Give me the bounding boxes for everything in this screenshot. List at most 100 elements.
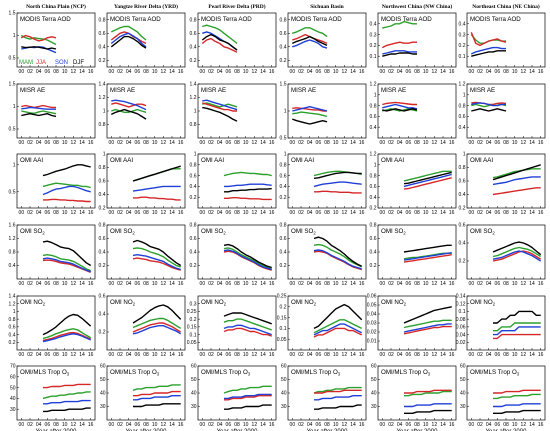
x-tick-label: 04: [217, 422, 223, 428]
y-tick-label: 0.2: [459, 43, 466, 49]
y-tick-label: 1.5: [280, 82, 287, 88]
series-trend-line: [313, 303, 363, 330]
x-tick-label: 06: [45, 69, 51, 75]
series-trend-line: [292, 107, 327, 112]
x-tick-label: 00: [200, 422, 206, 428]
series-trend-line: [224, 187, 272, 193]
series-trend-line: [471, 50, 506, 57]
y-tick-label: 0.05: [277, 337, 287, 343]
x-tick-label: 00: [290, 210, 296, 216]
x-tick-label: 14: [169, 140, 175, 146]
x-tick-label: 10: [512, 352, 518, 358]
x-tick-label: 14: [440, 422, 446, 428]
x-tick-label: 00: [290, 281, 296, 287]
chart-panel: 0.2 0.4 0.6 0.8 00 02 04 06 08 10 12 14 16 OMI SO2: [190, 223, 277, 287]
y-tick-label: 1.2: [190, 95, 197, 101]
series-trend-line: [224, 393, 272, 400]
y-tick-label: 60: [100, 364, 106, 370]
x-tick-label: 02: [27, 210, 33, 216]
x-tick-label: 06: [316, 69, 322, 75]
panel-label: OMI NO2: [291, 299, 317, 307]
y-tick-label: 0.6: [99, 179, 106, 185]
y-tick-label: 0.4: [9, 332, 16, 338]
x-tick-label: 00: [19, 422, 25, 428]
region-title: Northeast China (NE China): [472, 3, 540, 10]
y-tick-label: 0.2: [280, 58, 287, 64]
series-trend-line: [404, 390, 452, 397]
x-tick-label: 12: [521, 210, 527, 216]
y-tick-label: 50: [10, 385, 16, 391]
x-tick-label: 14: [260, 69, 266, 75]
chart-panel: 0.2 0.4 0.6 0.8 00 02 04 06 08 10 12 14 16 OMI SO2: [370, 223, 457, 287]
panel-label: OMI NO2: [201, 299, 227, 307]
x-tick-label: 14: [79, 352, 85, 358]
x-tick-label: 00: [109, 210, 115, 216]
x-tick-label: 06: [316, 352, 322, 358]
x-tick-label: 00: [19, 352, 25, 358]
series-trend-line: [202, 99, 238, 111]
x-tick-label: 02: [388, 352, 394, 358]
panel-label: OMI/MLS Trop O3: [291, 369, 341, 377]
y-tick-label: 0.2: [280, 263, 287, 269]
y-tick-label: 0.5: [9, 190, 16, 196]
series-trend-line: [493, 322, 541, 332]
x-tick-label: 16: [359, 140, 365, 146]
x-tick-label: 10: [423, 422, 429, 428]
y-tick-label: 40: [281, 391, 287, 397]
series-trend-line: [132, 322, 182, 333]
x-tick-label: 06: [406, 352, 412, 358]
y-tick-label: 0.6: [459, 223, 466, 229]
y-tick-label: 0.4: [459, 125, 466, 131]
y-tick-label: 1: [13, 309, 16, 315]
y-tick-label: 1.2: [370, 152, 377, 158]
x-tick-label: 14: [79, 210, 85, 216]
y-tick-label: 0.8: [280, 223, 287, 229]
x-tick-label: 10: [243, 140, 249, 146]
series-trend-line: [314, 389, 362, 394]
x-tick-label: 14: [529, 352, 535, 358]
x-tick-label: 02: [208, 281, 214, 287]
x-tick-label: 08: [324, 352, 330, 358]
x-tick-label: 00: [380, 281, 386, 287]
series-trend-line: [133, 390, 181, 397]
x-tick-label: 16: [178, 69, 184, 75]
series-trend-line: [132, 325, 182, 335]
region-title: Sichuan Basin: [310, 4, 343, 10]
x-tick-label: 12: [161, 69, 167, 75]
y-tick-label: 1.5: [9, 11, 16, 17]
x-tick-label: 14: [169, 210, 175, 216]
x-tick-label: 00: [109, 352, 115, 358]
y-tick-label: 0.6: [459, 179, 466, 185]
series-trend-line: [201, 37, 238, 53]
x-tick-label: 08: [503, 352, 509, 358]
x-tick-label: 16: [449, 210, 455, 216]
panel-label: OMI AAI: [201, 157, 224, 164]
x-tick-label: 02: [27, 140, 33, 146]
chart-panel: 0.01 0.02 0.03 0.04 0.05 0.06 00 02 04 06 08 10 12 14…: [367, 294, 457, 358]
x-tick-label: 08: [53, 422, 59, 428]
x-tick-label: 00: [200, 69, 206, 75]
series-trend-line: [21, 106, 56, 110]
y-tick-label: 60: [371, 364, 377, 370]
y-tick-label: 1.4: [9, 294, 16, 300]
series-trend-line: [224, 196, 272, 201]
y-tick-label: 0.02: [367, 330, 377, 336]
chart-panel: 0.5 1 1.5 00 02 04 06 08 10 12 14 16 MISR AE: [280, 82, 367, 146]
series-trend-line: [492, 187, 541, 196]
x-tick-label: 04: [397, 352, 403, 358]
x-tick-label: 04: [126, 140, 132, 146]
series-trend-line: [493, 389, 541, 394]
series-trend-line: [292, 35, 328, 47]
x-tick-label: 14: [260, 281, 266, 287]
panel-label: OMI/MLS Trop O3: [110, 369, 160, 377]
x-tick-label: 12: [71, 140, 77, 146]
x-tick-label: 12: [521, 69, 527, 75]
series-trend-line: [471, 102, 506, 107]
legend-entry: SON: [55, 60, 68, 66]
x-tick-label: 06: [226, 69, 232, 75]
y-tick-label: 0.2: [459, 206, 466, 212]
y-tick-label: 0.06: [456, 325, 466, 331]
x-tick-label: 16: [538, 210, 544, 216]
x-tick-label: 06: [135, 140, 141, 146]
